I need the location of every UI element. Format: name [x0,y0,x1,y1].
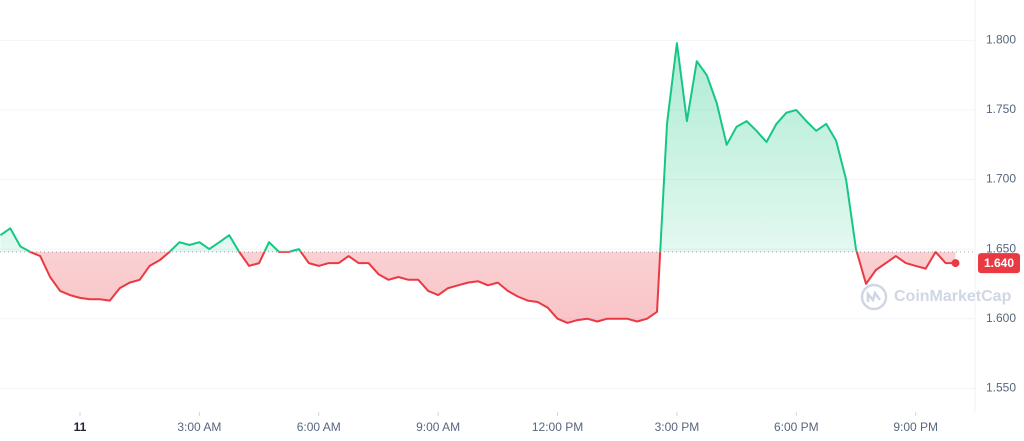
x-tick-label: 12:00 PM [532,420,583,434]
price-tag [978,253,1020,274]
line-down [28,251,956,324]
x-tick-label: 9:00 PM [893,420,938,434]
line-up [0,42,937,252]
y-tick-label: 1.600 [986,311,1016,325]
watermark: CoinMarketCap [894,288,1012,305]
watermark-logo [860,283,888,311]
area-down [30,251,956,323]
x-tick-label: 6:00 PM [774,420,819,434]
price-tag-label: 1.640 [984,256,1014,270]
y-tick-label: 1.750 [986,102,1016,116]
y-tick-label: 1.550 [986,381,1016,395]
x-tick-label: 6:00 AM [297,420,341,434]
last-point [951,259,960,268]
x-tick-label: 9:00 AM [416,420,460,434]
y-tick-label: 1.700 [986,172,1016,186]
x-tick-label: 3:00 AM [177,420,221,434]
y-tick-label: 1.800 [986,33,1016,47]
area-up [0,43,956,252]
x-tick-label: 3:00 PM [655,420,700,434]
x-tick-label: 11 [74,420,87,434]
y-tick-label: 1.650 [986,241,1016,255]
